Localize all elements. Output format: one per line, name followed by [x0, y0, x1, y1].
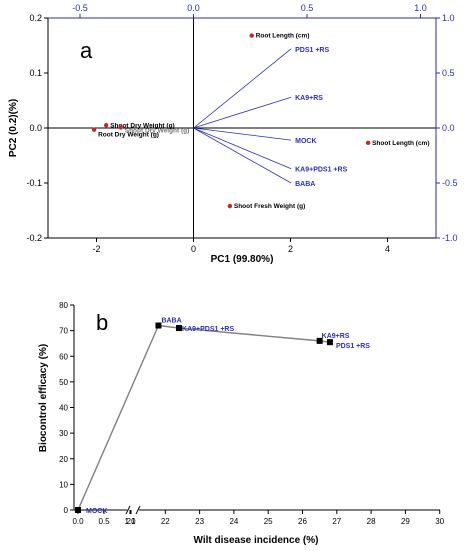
panel-a-x-tick-label: 2	[288, 244, 293, 254]
panel-a-right-tick-label: 0.0	[442, 123, 455, 133]
panel-a-label: a	[80, 38, 93, 63]
series-segment	[77, 325, 160, 511]
panel-b-y-tick-label: 80	[59, 301, 68, 310]
loading-vector	[193, 127, 292, 170]
panel-a-score-points: Root Length (cm) Shoot Length (cm) Shoot F…	[91, 33, 430, 210]
panel-b-x-tick-label: 0.0	[72, 517, 84, 526]
panel-b-x-tick-label: 27	[332, 517, 341, 526]
loading-label: KA9+PDS1 +RS	[295, 167, 347, 174]
panel-b-y-tick-label: 70	[59, 327, 68, 336]
loading-vector	[193, 127, 292, 184]
panel-a-top-tick-label: 0.0	[187, 3, 200, 13]
panel-a-right-tick-label: 0.5	[442, 68, 455, 78]
data-point-label: KA9+RS	[322, 333, 350, 340]
panel-a-loading-vectors: PDS1 +RS KA9+RS MOCK KA9+PDS1 +RS BABA	[193, 47, 348, 188]
panel-a-top-tick-label: -0.5	[72, 3, 88, 13]
panel-a-top-axis: -0.5 0.0 0.5 1.0	[48, 3, 436, 19]
panel-b-y-tick-label: 0	[64, 506, 69, 515]
data-point-marker	[326, 339, 333, 346]
panel-b-x-tick-label: 21	[127, 517, 136, 526]
loading-label: PDS1 +RS	[295, 47, 329, 54]
loading-vector	[193, 127, 292, 141]
panel-a-y-axis: -0.2 -0.1 0.0 0.1 0.2	[26, 13, 48, 243]
loading-vector	[193, 48, 292, 129]
score-label: Root Dry Weight (g)	[98, 132, 159, 139]
series-segment	[158, 324, 180, 329]
data-point-label: BABA	[161, 318, 181, 325]
score-label: Shoot Fresh Weight (g)	[234, 203, 305, 210]
score-point	[104, 123, 109, 128]
panel-b-x-tick-label: 1.0	[124, 517, 136, 526]
data-point-marker	[316, 337, 323, 344]
panel-b-biocontrol-chart: 0 10 20 30 40 50 60 70 80 0.0 0.5 1.021 22 23 24 25 26 2…	[38, 301, 445, 546]
axis-break-mark-left	[125, 505, 131, 515]
panel-a-y-tick-label: 0.1	[29, 68, 42, 78]
panel-b-x-tick-label: 30	[435, 517, 444, 526]
panel-a-top-tick-label: 1.0	[414, 3, 427, 13]
score-point	[91, 127, 97, 132]
score-point	[118, 125, 123, 130]
panel-b-y-tick-label: 20	[59, 455, 68, 464]
panel-b-y-tick-label: 50	[59, 378, 68, 387]
panel-b-x-tick-label: 25	[264, 517, 273, 526]
data-point-marker	[155, 322, 162, 329]
score-label: Shoot Dry Weight (g)	[125, 127, 190, 134]
panel-b-y-tick-label: 40	[59, 404, 68, 413]
panel-a-y-tick-label: 0.0	[29, 123, 42, 133]
score-point	[249, 33, 254, 38]
panel-b-x-axis: 0.0 0.5 1.021 22 23 24 25 26 27 28 29 30	[72, 510, 445, 526]
panel-b-series-line	[77, 324, 331, 511]
score-point	[227, 203, 233, 209]
score-label: Shoot Length (cm)	[372, 140, 429, 147]
score-point	[365, 140, 371, 146]
panel-a-x-tick-label: -2	[92, 244, 100, 254]
panel-a-right-tick-label: -0.5	[442, 178, 458, 188]
data-point-label: MOCK	[86, 508, 107, 515]
panel-b-y-tick-label: 60	[59, 352, 68, 361]
panel-b-y-tick-label: 30	[59, 429, 68, 438]
axis-break-mark-right	[135, 505, 141, 515]
panel-a-right-tick-label: -1.0	[442, 233, 458, 243]
panel-b-y-axis: 0 10 20 30 40 50 60 70 80	[59, 301, 74, 515]
data-point-label: KA9+PDS1 +RS	[182, 326, 234, 333]
panel-a-y-tick-label: -0.2	[26, 233, 42, 243]
panel-b-x-tick-label: 24	[229, 517, 238, 526]
panel-b-axis-break	[125, 505, 141, 515]
panel-b-x-tick-label: 22	[161, 517, 170, 526]
panel-b-y-tick-label: 10	[59, 480, 68, 489]
panel-a-y-axis-title: PC2 (0.2)(%)	[8, 99, 19, 157]
series-segment	[178, 327, 320, 342]
panel-b-x-tick-label: 28	[367, 517, 376, 526]
panel-a-x-axis-title: PC1 (99.80%)	[211, 254, 274, 265]
panel-b-x-axis-title: Wilt disease incidence (%)	[194, 535, 319, 546]
loading-label: MOCK	[295, 138, 316, 145]
panel-b-x-tick-label: 0.5	[98, 517, 110, 526]
panel-b-y-axis-title: Biocontrol efficacy (%)	[38, 344, 49, 452]
panel-a-x-axis: -2 0 2 4	[92, 238, 390, 254]
panel-a-right-tick-label: 1.0	[442, 13, 455, 23]
loading-label: KA9+RS	[295, 95, 323, 102]
panel-b-x-tick-label: 26	[298, 517, 307, 526]
panel-a-x-tick-label: 4	[385, 244, 390, 254]
panel-a-x-tick-label: 0	[191, 244, 196, 254]
score-label: Shoot Dry Weight (g)	[110, 122, 175, 129]
loading-label: BABA	[295, 181, 315, 188]
loading-vector	[193, 96, 292, 129]
data-point-marker	[176, 325, 183, 332]
data-point-marker	[75, 507, 81, 513]
panel-a-top-tick-label: 0.5	[301, 3, 314, 13]
panel-a-right-axis: -1.0 -0.5 0.0 0.5 1.0	[435, 13, 458, 243]
panel-a-pca-biplot: -2 0 2 4 -0.2 -0.1 0.0 0.1 0.2 -0.5 0.0 0.5 1.0 -1…	[8, 3, 458, 265]
panel-b-label: b	[96, 310, 108, 335]
data-point-label: PDS1 +RS	[336, 343, 370, 350]
panel-b-x-tick-label: 23	[195, 517, 204, 526]
panel-b-x-tick-label: 29	[401, 517, 410, 526]
panel-a-y-tick-label: -0.1	[26, 178, 42, 188]
panel-a-y-tick-label: 0.2	[29, 13, 42, 23]
score-label: Root Length (cm)	[256, 33, 310, 40]
